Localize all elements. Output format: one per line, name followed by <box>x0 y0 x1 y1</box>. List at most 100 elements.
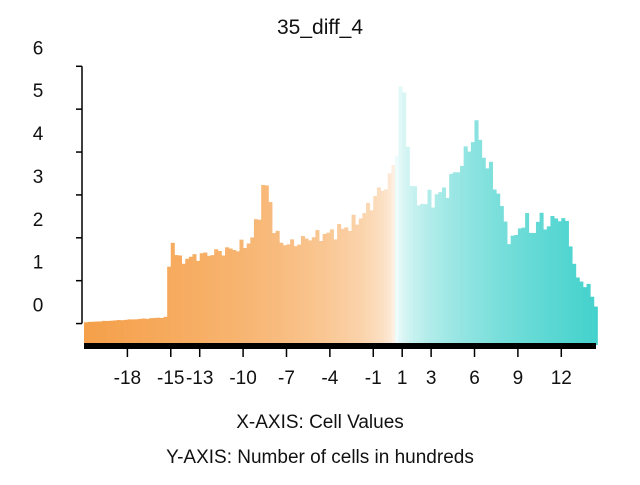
histogram-bar-17 <box>145 318 150 345</box>
histogram-bar-50 <box>264 185 269 345</box>
histogram-bar-33 <box>203 252 208 345</box>
histogram-bar-12 <box>127 319 132 345</box>
histogram-bar-66 <box>322 233 327 345</box>
histogram-bar-11 <box>123 319 128 345</box>
histogram-bar-58 <box>293 246 298 345</box>
x-tick-label-6: -1 <box>365 368 382 389</box>
histogram-bar-85 <box>391 165 396 345</box>
histogram-bar-0 <box>84 322 89 345</box>
histogram-bar-39 <box>225 247 230 345</box>
histogram-bar-36 <box>214 249 219 345</box>
histogram-bar-112 <box>488 161 493 345</box>
histogram-bar-125 <box>535 221 540 345</box>
histogram-bars <box>84 86 598 346</box>
x-axis-line <box>84 343 596 349</box>
histogram-bar-54 <box>279 242 284 345</box>
histogram-bar-136 <box>575 277 580 345</box>
x-tick-label-10: 9 <box>513 368 524 389</box>
histogram-bar-87 <box>398 86 403 346</box>
x-axis: -18 -15 -13 -10 -7 -4 -1 1 3 6 9 12 <box>84 343 596 389</box>
x-tick-label-2: -13 <box>186 368 213 389</box>
histogram-bar-135 <box>572 263 577 345</box>
histogram-bar-108 <box>474 120 479 345</box>
histogram-bar-133 <box>564 220 569 345</box>
histogram-bar-29 <box>188 256 193 345</box>
histogram-bar-22 <box>163 316 168 345</box>
y-axis-label: Y-AXIS: Number of cells in hundreds <box>166 447 474 468</box>
histogram-bar-21 <box>159 318 164 345</box>
histogram-bar-40 <box>228 248 233 345</box>
histogram-bar-31 <box>196 260 201 345</box>
histogram-bar-47 <box>253 219 258 345</box>
histogram-bar-84 <box>387 173 392 345</box>
histogram-bar-106 <box>467 151 472 345</box>
histogram-bar-61 <box>304 238 309 345</box>
histogram-bar-134 <box>568 246 573 345</box>
histogram-bar-102 <box>452 172 457 345</box>
histogram-bar-127 <box>543 229 548 345</box>
histogram-bar-140 <box>590 296 595 345</box>
histogram-bar-75 <box>355 224 360 345</box>
histogram-bar-60 <box>300 236 305 345</box>
histogram-bar-107 <box>470 142 475 345</box>
histogram-bar-65 <box>319 240 324 345</box>
histogram-bar-79 <box>369 210 374 345</box>
histogram-bar-56 <box>286 244 291 345</box>
histogram-bar-119 <box>514 234 519 345</box>
histogram-bar-14 <box>134 319 139 345</box>
histogram-bar-92 <box>416 205 421 345</box>
histogram-bar-52 <box>272 233 277 345</box>
histogram-bar-69 <box>333 239 338 345</box>
histogram-bar-73 <box>347 230 352 345</box>
histogram-bar-32 <box>199 253 204 345</box>
histogram-bar-109 <box>478 139 483 345</box>
histogram-bar-55 <box>282 245 287 345</box>
histogram-bar-104 <box>460 165 465 345</box>
chart-title: 35_diff_4 <box>277 16 363 39</box>
histogram-bar-116 <box>503 221 508 345</box>
histogram-bar-99 <box>441 187 446 345</box>
histogram-bar-2 <box>91 321 96 345</box>
histogram-bar-83 <box>384 189 389 345</box>
histogram-bar-3 <box>94 321 99 345</box>
histogram-bar-27 <box>181 263 186 345</box>
histogram-bar-59 <box>297 244 302 345</box>
histogram-bar-28 <box>185 258 190 345</box>
histogram-bar-48 <box>257 219 262 345</box>
histogram-bar-43 <box>239 239 244 345</box>
histogram-bar-76 <box>358 218 363 345</box>
histogram-bar-110 <box>481 157 486 345</box>
histogram-bar-5 <box>102 320 107 345</box>
x-tick-label-7: 1 <box>397 368 408 389</box>
histogram-bar-19 <box>152 317 157 345</box>
histogram-bar-117 <box>507 244 512 345</box>
histogram-bar-81 <box>376 187 381 345</box>
histogram-bar-44 <box>243 248 248 345</box>
y-tick-label-6: 6 <box>33 38 44 59</box>
histogram-bar-111 <box>485 168 490 345</box>
x-tick-label-8: 3 <box>426 368 437 389</box>
histogram-bar-49 <box>261 184 266 345</box>
histogram-bar-63 <box>311 237 316 345</box>
x-tick-label-5: -4 <box>321 368 338 389</box>
histogram-bar-89 <box>405 146 410 345</box>
histogram-bar-94 <box>423 204 428 345</box>
histogram-bar-138 <box>582 287 587 345</box>
histogram-bar-74 <box>351 214 356 345</box>
histogram-bar-121 <box>521 227 526 345</box>
histogram-bar-24 <box>170 242 175 345</box>
histogram-bar-132 <box>561 218 566 345</box>
histogram-bar-7 <box>109 320 114 345</box>
y-tick-label-0: 0 <box>33 296 44 317</box>
histogram-bar-137 <box>579 281 584 345</box>
histogram-bar-46 <box>250 237 255 345</box>
histogram-bar-62 <box>308 240 313 345</box>
x-tick-label-1: -15 <box>157 368 184 389</box>
histogram-bar-13 <box>131 319 136 345</box>
histogram-bar-96 <box>431 207 436 345</box>
histogram-bar-82 <box>380 190 385 345</box>
histogram-bar-123 <box>528 232 533 345</box>
histogram-bar-114 <box>496 193 501 345</box>
y-axis: 0 1 2 3 4 5 6 <box>33 38 83 325</box>
